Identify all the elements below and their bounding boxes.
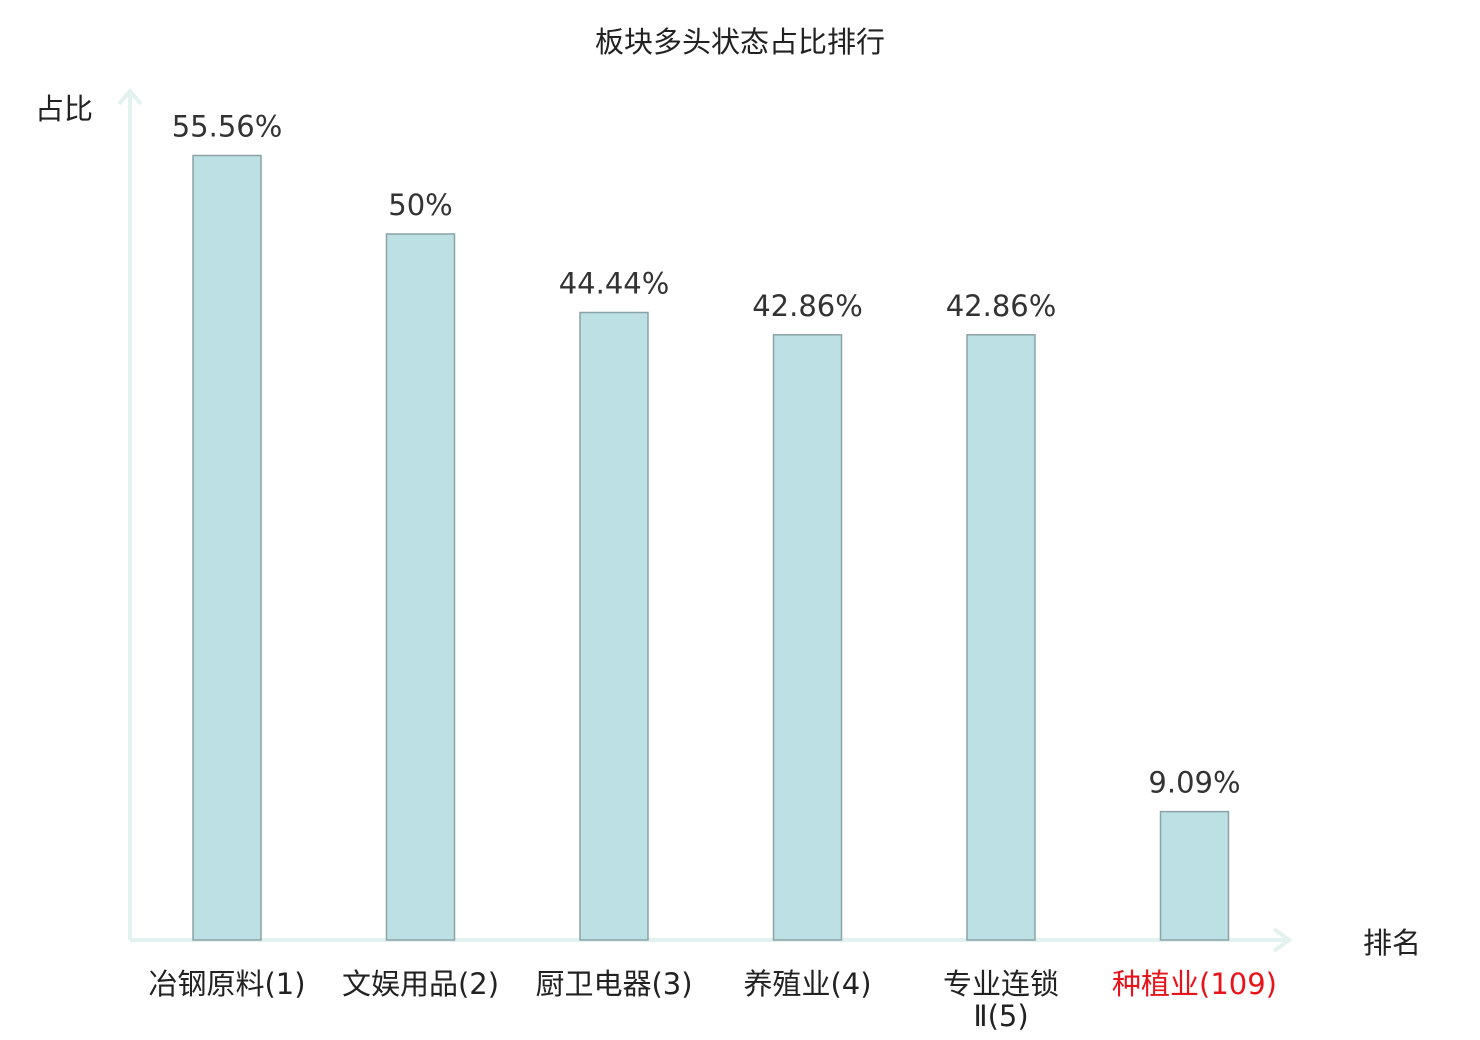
- category-label-2: 文娱用品(2): [342, 967, 499, 1001]
- bar-6: [1159, 810, 1230, 941]
- bar-4: [772, 334, 843, 941]
- value-label-6: 9.09%: [1148, 766, 1240, 800]
- bar-1: [192, 154, 262, 941]
- x-axis-label: 排名: [1363, 926, 1421, 960]
- bars: [192, 154, 1230, 941]
- chart-title: 板块多头状态占比排行: [595, 25, 885, 59]
- value-label-3: 44.44%: [559, 267, 670, 301]
- category-rank: (4): [830, 967, 871, 1001]
- y-axis-label: 占比: [35, 92, 93, 126]
- value-label-4: 42.86%: [752, 289, 863, 323]
- category-name: 养殖业: [743, 967, 830, 1001]
- value-label-1: 55.56%: [172, 110, 283, 144]
- bar-3: [579, 311, 649, 941]
- value-label-2: 50%: [388, 188, 452, 222]
- category-tick-labels: 冶钢原料(1) 文娱用品(2) 厨卫电器(3) 养殖业(4) 专业连锁 Ⅱ(5)种植业(1…: [148, 967, 1277, 1033]
- category-label-5: 专业连锁 Ⅱ(5): [943, 967, 1059, 1033]
- category-label-6: 种植业(109): [1112, 967, 1277, 1001]
- category-name: 厨卫电器: [535, 967, 651, 1001]
- category-rank: Ⅱ(5): [973, 999, 1028, 1033]
- x-axis-arrow: [1272, 927, 1293, 953]
- bar-5: [966, 334, 1036, 941]
- value-label-5: 42.86%: [946, 289, 1057, 323]
- category-rank: (109): [1199, 967, 1277, 1001]
- category-name: 专业连锁: [943, 967, 1059, 1001]
- category-name: 文娱用品: [342, 967, 458, 1001]
- category-rank: (2): [458, 967, 499, 1001]
- category-rank: (1): [264, 967, 305, 1001]
- category-name: 冶钢原料: [148, 967, 264, 1001]
- bar-2: [385, 233, 456, 941]
- category-rank: (3): [651, 967, 692, 1001]
- category-label-1: 冶钢原料(1): [148, 967, 305, 1001]
- category-label-3: 厨卫电器(3): [535, 967, 692, 1001]
- axes: [117, 87, 1293, 953]
- category-label-4: 养殖业(4): [743, 967, 871, 1001]
- value-labels: 55.56% 50% 44.44% 42.86% 42.86% 9.09%: [172, 110, 1241, 800]
- y-axis-arrow: [117, 87, 143, 106]
- category-name: 种植业: [1112, 967, 1199, 1001]
